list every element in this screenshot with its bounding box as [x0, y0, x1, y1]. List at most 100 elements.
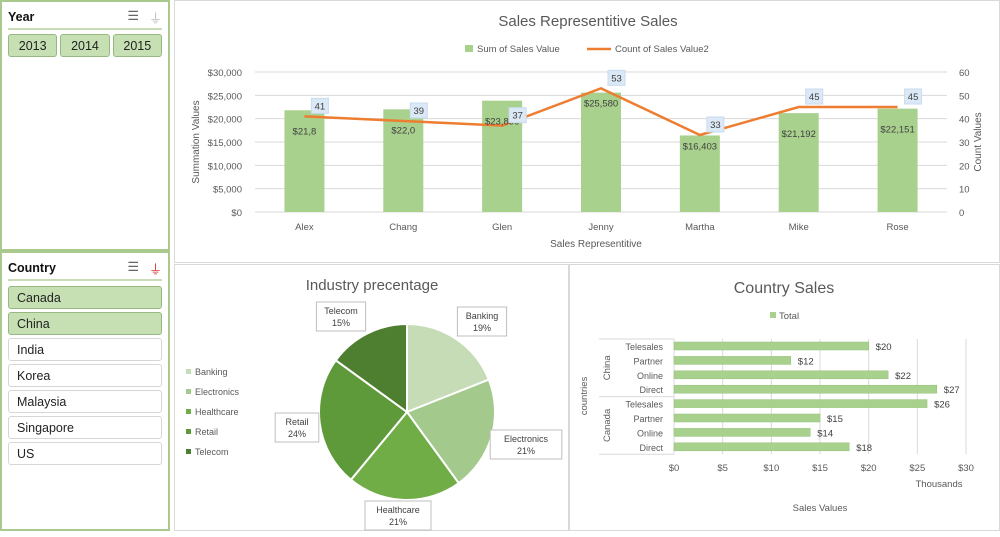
- line-label-box: [310, 97, 329, 114]
- country-item-canada[interactable]: Canada: [8, 286, 162, 309]
- bar-martha: [679, 135, 720, 212]
- bar-data-label: $26: [934, 400, 950, 411]
- pie-label-value: 21%: [389, 517, 407, 527]
- country-sales-chart[interactable]: Country Sales Total $0 $5 $10 $15 $20 $25 $30 Tho…: [569, 264, 1000, 531]
- legend-label: Electronics: [195, 387, 240, 397]
- y2-axis-title: Count Values: [973, 112, 984, 171]
- bar-canada-online: [673, 428, 811, 437]
- pie-label-name: Healthcare: [376, 505, 420, 515]
- pie-label-name: Banking: [466, 311, 499, 321]
- x-tick-label: Jenny: [588, 222, 614, 233]
- y2-tick-label: 10: [959, 185, 970, 196]
- country-item-korea[interactable]: Korea: [8, 364, 162, 387]
- line-data-label: 53: [611, 73, 622, 84]
- bar-data-label: $20: [876, 342, 892, 353]
- x-tick-label: $20: [861, 463, 877, 474]
- year-slicer: Year ☰ ⏚ 2013 2014 2015: [0, 0, 170, 251]
- x-tick-label: Rose: [886, 222, 908, 233]
- pie-label-box: [315, 301, 367, 332]
- category-label: Telesales: [625, 342, 663, 352]
- x-tick-label: $15: [812, 463, 828, 474]
- multi-select-icon[interactable]: ☰: [127, 7, 139, 23]
- bar-rose: [877, 108, 918, 212]
- year-slicer-header: Year ☰ ⏚: [8, 6, 162, 30]
- bar-data-label: $12: [798, 356, 814, 367]
- country-item-singapore[interactable]: Singapore: [8, 416, 162, 439]
- country-item-india[interactable]: India: [8, 338, 162, 361]
- bar-data-label: $16,403: [683, 141, 717, 152]
- line-label-box: [508, 107, 527, 124]
- bar-alex: [284, 110, 325, 212]
- y2-tick-label: 50: [959, 91, 970, 102]
- chart-title: Sales Representitive Sales: [498, 13, 677, 30]
- year-item-2014[interactable]: 2014: [60, 34, 110, 57]
- country-item-malaysia[interactable]: Malaysia: [8, 390, 162, 413]
- pie-label-box: [456, 306, 508, 337]
- country-slicer: Country ☰ ⏚ Canada China India Korea Mal…: [0, 251, 170, 531]
- y-axis-title: Summation Values: [191, 100, 202, 183]
- x-tick-label: $10: [763, 463, 779, 474]
- legend-label: Banking: [195, 367, 228, 377]
- y-tick-label: $30,000: [208, 68, 242, 79]
- country-item-us[interactable]: US: [8, 442, 162, 465]
- pie-slice-telecom: [334, 322, 408, 414]
- year-item-2013[interactable]: 2013: [8, 34, 58, 57]
- bar-canada-partner: [673, 413, 821, 423]
- bar-data-label: $22,151: [880, 125, 914, 136]
- country-slicer-header: Country ☰ ⏚: [8, 257, 162, 281]
- clear-filter-icon[interactable]: ⏚: [148, 10, 162, 26]
- multi-select-icon[interactable]: ☰: [127, 258, 139, 274]
- bar-china-online: [673, 370, 889, 380]
- x-tick-label: $5: [717, 463, 728, 474]
- legend-label: Healthcare: [195, 407, 239, 417]
- clear-filter-icon[interactable]: ⏚: [148, 261, 162, 277]
- pie-label-name: Electronics: [504, 434, 549, 444]
- category-label: Direct: [639, 443, 663, 453]
- pie-label-value: 15%: [332, 318, 350, 328]
- x-tick-label: $30: [958, 463, 974, 474]
- bar-canada-direct: [673, 442, 850, 452]
- bar-data-label: $25,580: [584, 99, 618, 110]
- line-data-label: 33: [710, 120, 721, 131]
- pie-slice-retail: [318, 358, 409, 482]
- legend-label: Total: [779, 311, 799, 322]
- chart-title: Industry precentage: [306, 277, 439, 294]
- industry-pie-chart[interactable]: Industry precentage Banking 19% Banking Elec…: [174, 264, 569, 531]
- pie-label-name: Telecom: [324, 306, 358, 316]
- line-data-label: 37: [512, 111, 523, 122]
- bar-jenny: [581, 92, 621, 212]
- group-label: China: [602, 355, 613, 381]
- line-label-box: [904, 88, 923, 105]
- legend-label: Retail: [195, 427, 218, 437]
- legend-label: Telecom: [195, 447, 229, 457]
- pie-label-value: 21%: [517, 446, 535, 456]
- line-data-label: 41: [315, 101, 326, 112]
- bar-mike: [778, 113, 819, 212]
- x-tick-label: Glen: [492, 222, 512, 233]
- bar-data-label: $15: [827, 414, 843, 425]
- line-label-box: [805, 88, 824, 105]
- chart-title: Country Sales: [734, 280, 835, 297]
- line-label-box: [607, 69, 626, 86]
- country-item-china[interactable]: China: [8, 312, 162, 335]
- pie-label-name: Retail: [285, 417, 308, 427]
- x-tick-label: Alex: [295, 222, 314, 233]
- sales-rep-chart-svg: Sales Representitive Sales Sum of Sales V…: [191, 13, 984, 250]
- pie-label-box: [489, 429, 563, 460]
- pie-label-box: [364, 500, 432, 531]
- x-tick-label: Mike: [789, 222, 809, 233]
- unit-label: Thousands: [915, 479, 962, 490]
- year-item-2015[interactable]: 2015: [112, 34, 162, 57]
- group-label: Canada: [602, 408, 613, 442]
- y2-tick-label: 30: [959, 138, 970, 149]
- sales-rep-chart[interactable]: Sales Representitive Sales Sum of Sales V…: [174, 0, 1000, 263]
- pie-label-box: [274, 412, 320, 443]
- y-tick-label: $5,000: [213, 185, 242, 196]
- y-tick-label: $25,000: [208, 91, 242, 102]
- bar-data-label: $23,856: [485, 117, 519, 128]
- category-label: Direct: [639, 385, 663, 395]
- x-tick-label: Chang: [389, 222, 417, 233]
- line-label-box: [409, 102, 428, 119]
- y2-tick-label: 0: [959, 208, 964, 219]
- x-tick-label: $25: [909, 463, 925, 474]
